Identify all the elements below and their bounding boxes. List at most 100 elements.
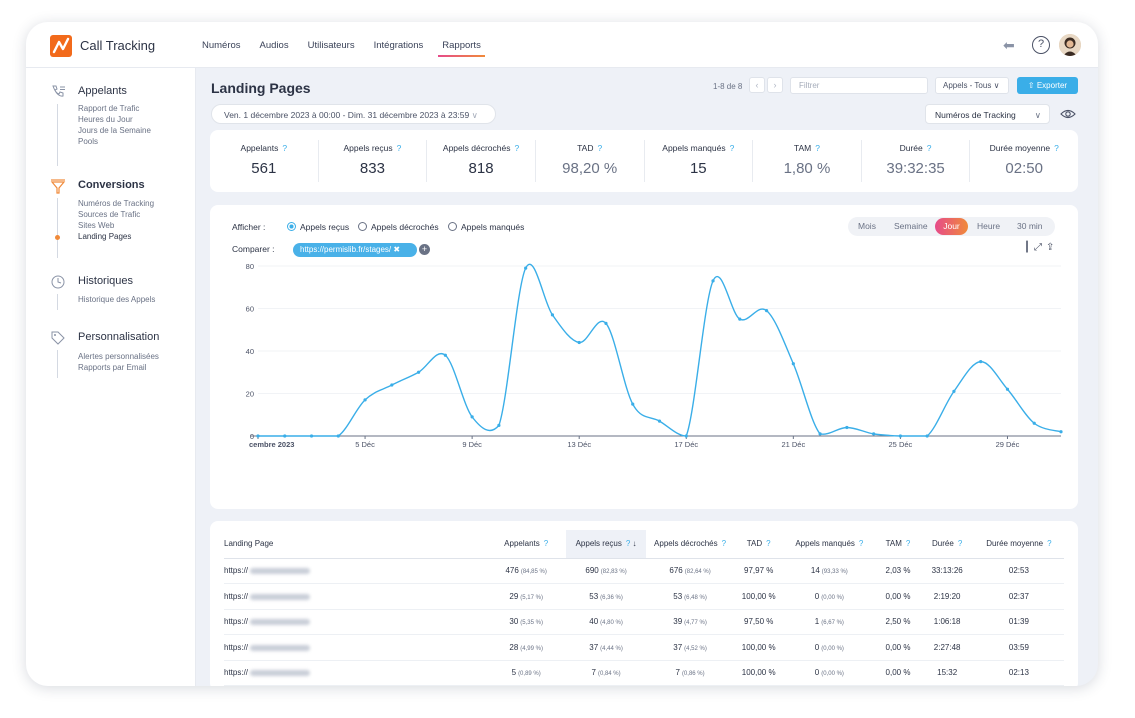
sidebar-item-historique-appels[interactable]: Historique des Appels [78, 295, 156, 304]
col-label: TAD [746, 539, 763, 549]
help-icon[interactable]: ? [1047, 539, 1052, 549]
help-icon[interactable]: ? [543, 539, 549, 549]
radio-appels-manques[interactable] [448, 222, 457, 231]
cell-value: 40 [589, 617, 599, 627]
close-icon[interactable]: ✖ [393, 245, 401, 254]
radio-appels-recus[interactable] [287, 222, 296, 231]
page-url: https:// [224, 591, 249, 601]
cell-value: 97,97 % [744, 566, 774, 576]
sidebar-title-personnalisation[interactable]: Personnalisation [78, 331, 160, 343]
table-row[interactable]: https://476 (84,85 %) 690 (82,83 %) 676 (82,6… [224, 558, 1064, 584]
help-icon[interactable]: ? [721, 539, 727, 549]
col-tad[interactable]: TAD? [734, 530, 784, 559]
cell-value: 2:27:48 [933, 642, 961, 652]
appels-select[interactable]: Appels - Tous ∨ [935, 77, 1009, 94]
col-appels-recus[interactable]: Appels reçus? ↓ [566, 530, 647, 559]
cell-value: 30 [509, 617, 519, 627]
sidebar-item-heures-jour[interactable]: Heures du Jour [78, 115, 133, 124]
sidebar-item-jours-semaine[interactable]: Jours de la Semaine [78, 126, 151, 135]
help-icon[interactable]: ? [815, 143, 820, 153]
col-landing-page[interactable]: Landing Page [224, 530, 487, 559]
nav-item-rapports[interactable]: Rapports [438, 40, 485, 57]
help-icon[interactable]: ? [282, 143, 288, 153]
help-icon[interactable]: ? [1032, 36, 1050, 54]
gran-semaine[interactable]: Semaine [894, 221, 928, 231]
next-page-button[interactable]: › [767, 77, 783, 93]
cell-value: 7 [591, 668, 596, 678]
expand-icon[interactable]: ⤢ [1034, 242, 1047, 253]
sidebar-title-conversions[interactable]: Conversions [78, 179, 145, 191]
gran-heure[interactable]: Heure [977, 221, 1001, 231]
cell-value: 5 [511, 668, 517, 678]
sidebar-item-pools[interactable]: Pools [78, 137, 99, 146]
col-appelants[interactable]: Appelants? [486, 530, 567, 559]
nav-item-audios[interactable]: Audios [259, 40, 289, 51]
table-row[interactable]: https://5 (0,89 %) 7 (0,84 %) 7 (0,86 %) 100,0… [224, 660, 1064, 686]
help-icon[interactable]: ? [858, 539, 864, 549]
table-row[interactable]: https://30 (5,35 %) 40 (4,80 %) 39 (4,77 %) 97… [224, 609, 1064, 635]
sidebar-item-sites-web[interactable]: Sites Web [78, 221, 115, 230]
gran-30min[interactable]: 30 min [1017, 221, 1043, 231]
gran-jour[interactable]: Jour [935, 218, 968, 235]
sidebar-item-numeros-tracking[interactable]: Numéros de Tracking [78, 199, 155, 208]
col-duree[interactable]: Durée? [920, 530, 974, 559]
funnel-icon [50, 179, 66, 194]
cell-value: 2,50 % [885, 617, 911, 627]
cell-value: 0,00 % [885, 642, 911, 652]
sidebar-item-landing-pages[interactable]: Landing Pages [78, 232, 132, 241]
history-clock-icon [51, 275, 65, 289]
redacted-url [250, 593, 311, 600]
help-icon[interactable]: ? [597, 143, 603, 153]
table-cell: 02:53 [973, 558, 1064, 584]
date-range-picker[interactable]: Ven. 1 décembre 2023 à 00:00 - Dim. 31 d… [211, 104, 496, 124]
logo-icon [50, 35, 72, 57]
sidebar-title-historiques[interactable]: Historiques [78, 275, 134, 287]
cell-pct: (0,89 %) [518, 671, 541, 678]
compare-chip[interactable]: https://permislib.fr/stages/ ✖ [293, 243, 417, 257]
table-cell: 0,00 % [875, 634, 921, 661]
sidebar-item-rapports-email[interactable]: Rapports par Email [78, 363, 147, 372]
export-button[interactable]: ⇧ Exporter [1017, 77, 1078, 94]
sidebar-item-rapport-trafic[interactable]: Rapport de Trafic [78, 104, 140, 113]
help-icon[interactable]: ? [905, 539, 911, 549]
radio-appels-decroches[interactable] [358, 222, 367, 231]
nav-item-integrations[interactable]: Intégrations [373, 40, 424, 51]
col-duree-moyenne[interactable]: Durée moyenne? [973, 530, 1064, 559]
avatar[interactable] [1059, 34, 1081, 56]
sidebar-item-alertes[interactable]: Alertes personnalisées [78, 352, 159, 361]
kpi-label: Appels décrochés [442, 143, 511, 153]
nav-item-numeros[interactable]: Numéros [202, 40, 241, 51]
gran-mois[interactable]: Mois [858, 221, 876, 231]
help-icon[interactable]: ? [766, 539, 771, 549]
table-row[interactable]: https://29 (5,17 %) 53 (6,36 %) 53 (6,48 %) 10… [224, 583, 1064, 610]
col-appels-manques[interactable]: Appels manqués? [783, 530, 876, 559]
sidebar-item-sources-trafic[interactable]: Sources de Trafic [78, 210, 141, 219]
help-icon[interactable]: ? [625, 539, 631, 549]
help-icon[interactable]: ? [1054, 143, 1059, 153]
help-icon[interactable]: ? [729, 143, 735, 153]
data-point [550, 313, 555, 317]
prev-page-button[interactable]: ‹ [749, 77, 765, 93]
help-icon[interactable]: ? [396, 143, 402, 153]
cell-value: 14 [810, 566, 820, 576]
table-cell: 0 (0,00 %) [783, 634, 876, 661]
back-arrow-icon[interactable]: ⬅ [1003, 37, 1015, 53]
col-appels-decroches[interactable]: Appels décrochés? [646, 530, 735, 559]
tracking-select[interactable]: Numéros de Tracking ∨ [925, 104, 1050, 124]
x-tick-label: 17 Déc [674, 440, 698, 449]
help-icon[interactable]: ? [926, 143, 932, 153]
eye-icon[interactable] [1060, 106, 1076, 122]
help-icon[interactable]: ? [514, 143, 520, 153]
add-compare-icon[interactable]: + [419, 244, 430, 255]
filter-input[interactable]: Filtrer [790, 77, 928, 94]
sidebar-title-appelants[interactable]: Appelants [78, 85, 127, 97]
nav-item-utilisateurs[interactable]: Utilisateurs [307, 40, 355, 51]
col-tam[interactable]: TAM? [875, 530, 921, 559]
cell-value: 03:59 [1008, 642, 1029, 652]
table-row[interactable]: https://28 (4,99 %) 37 (4,44 %) 37 (4,52 %) 10… [224, 634, 1064, 661]
bar-chart-icon[interactable]: ┃ [1024, 242, 1035, 253]
comparer-label: Comparer : [232, 244, 275, 254]
help-icon[interactable]: ? [957, 539, 963, 549]
share-icon[interactable]: ⇪ [1046, 242, 1059, 253]
kpi-value: 818 [468, 160, 494, 177]
